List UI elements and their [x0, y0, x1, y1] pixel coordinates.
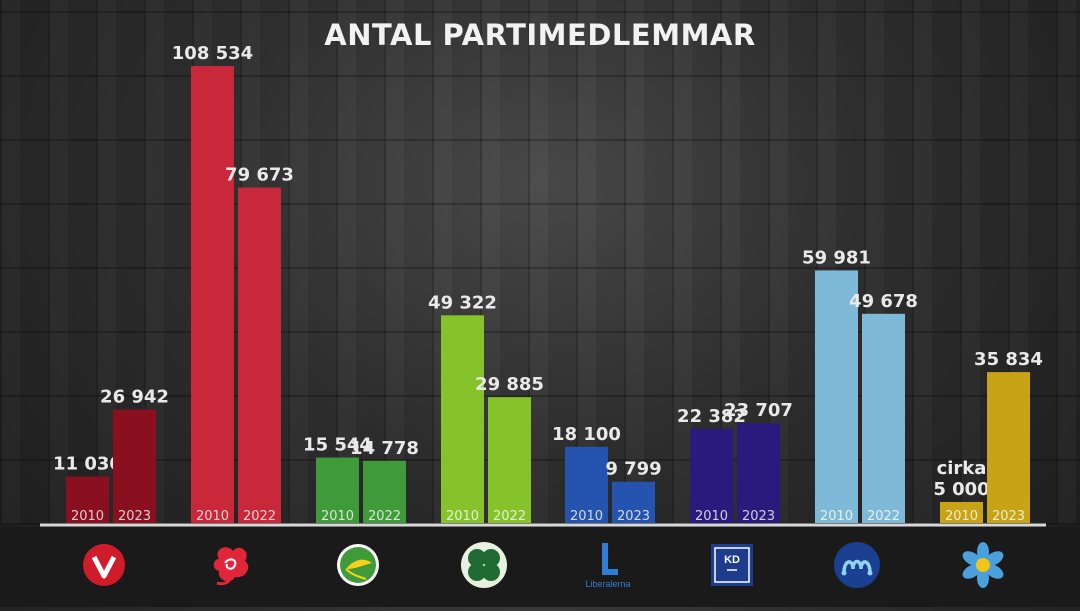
- bar-value-label: 59 981: [802, 247, 871, 268]
- kd-logo: KD: [711, 544, 753, 586]
- bar-year-label: 2023: [118, 509, 151, 524]
- bar-year-label: 2022: [493, 509, 526, 524]
- bar-kd-2023: [737, 423, 780, 523]
- s-rose-logo: [213, 547, 249, 586]
- bar-sd-flower-2010: [940, 501, 983, 523]
- bar-l-liberalerna-2010: [565, 446, 608, 523]
- bar-year-label: 2023: [742, 509, 775, 524]
- bar-v-2023: [113, 409, 156, 523]
- bar-value-label: 5 000: [933, 479, 989, 500]
- bar-year-label: 2022: [867, 509, 900, 524]
- bar-year-label: 2010: [945, 509, 978, 524]
- bar-s-rose-2010: [191, 66, 234, 523]
- bar-sd-flower-2023: [987, 372, 1030, 523]
- bar-value-label: 18 100: [552, 424, 621, 445]
- chart-title: ANTAL PARTIMEDLEMMAR: [324, 18, 756, 52]
- bar-value-label: 23 707: [724, 400, 793, 421]
- bar-value-label: 79 673: [225, 165, 294, 186]
- bar-year-label: 2023: [992, 509, 1025, 524]
- bar-value-label: 11 030: [53, 454, 122, 475]
- bar-mp-dandelion-2010: [316, 457, 359, 523]
- bar-c-clover-2010: [441, 315, 484, 523]
- bar-kd-2010: [690, 428, 733, 523]
- v-logo: [83, 544, 125, 586]
- bar-year-label: 2010: [695, 509, 728, 524]
- bar-year-label: 2023: [617, 509, 650, 524]
- bar-m-2022: [862, 313, 905, 523]
- bar-mp-dandelion-2022: [363, 460, 406, 523]
- kd-text: KD: [724, 554, 740, 566]
- bar-value-label: 35 834: [974, 349, 1043, 370]
- bar-s-rose-2022: [238, 187, 281, 523]
- bar-value-label: 14 778: [350, 438, 419, 459]
- bar-year-label: 2010: [446, 509, 479, 524]
- bar-year-label: 2022: [368, 509, 401, 524]
- bar-value-label: 9 799: [605, 459, 661, 480]
- bar-year-label: 2010: [196, 509, 229, 524]
- bar-v-2010: [66, 476, 109, 523]
- bar-value-label: 26 942: [100, 387, 169, 408]
- sd-flower-logo: [962, 542, 1004, 588]
- bar-value-label: 49 678: [849, 291, 918, 312]
- bar-value-label: 15 544: [303, 435, 372, 456]
- bar-year-label: 2022: [243, 509, 276, 524]
- c-clover-logo: [461, 542, 507, 588]
- bar-value-label: 49 322: [428, 292, 497, 313]
- party-logo-strip: Liberalerna KD: [0, 527, 1080, 607]
- bar-value-prefix: cirka: [937, 458, 987, 479]
- bar-year-label: 2010: [71, 509, 104, 524]
- bar-value-label: 29 885: [475, 374, 544, 395]
- m-logo: [834, 542, 880, 588]
- bar-value-label: 22 382: [677, 406, 746, 427]
- bar-year-label: 2010: [321, 509, 354, 524]
- bar-l-liberalerna-2023: [612, 481, 655, 523]
- mp-dandelion-logo: [337, 544, 379, 586]
- l-liberalerna-logo: Liberalerna: [585, 543, 631, 589]
- liberalerna-text: Liberalerna: [585, 579, 630, 589]
- bar-value-label: 108 534: [172, 43, 253, 64]
- bar-m-2010: [815, 270, 858, 523]
- bar-year-label: 2010: [570, 509, 603, 524]
- bar-year-label: 2010: [820, 509, 853, 524]
- bar-c-clover-2022: [488, 397, 531, 523]
